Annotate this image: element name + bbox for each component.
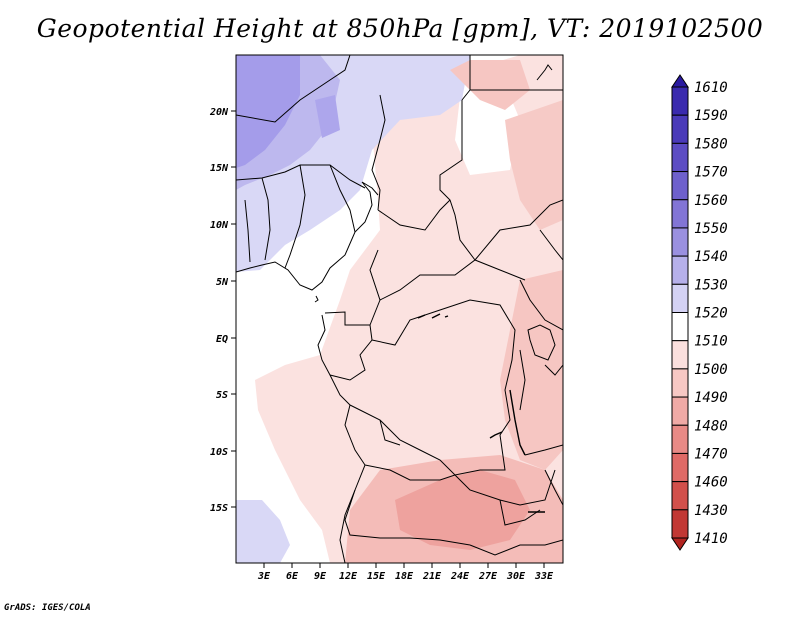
colorbar-segment <box>671 368 689 398</box>
lon-tick-labels: 3E 6E 9E 12E 15E 18E 21E 24E 27E 30E 33E <box>257 571 554 582</box>
coastline-gabon <box>317 314 351 406</box>
colorbar-label: 1560 <box>694 193 728 209</box>
footer-credit: GrADS: IGES/COLA <box>4 603 91 613</box>
field-1490-northeast <box>505 100 563 230</box>
colorbar-label: 1410 <box>694 531 728 547</box>
colorbar-label: 1430 <box>694 503 728 519</box>
lat-axis <box>231 110 236 508</box>
field-1490-east <box>500 270 563 470</box>
colorbar-label: 1460 <box>694 475 728 491</box>
colorbar-segment <box>671 481 689 511</box>
lon-label-9e: 9E <box>314 571 327 582</box>
coastline-south <box>339 404 366 563</box>
colorbar-segment <box>671 452 689 483</box>
colorbar-segment <box>671 86 689 116</box>
country-borders <box>236 55 563 563</box>
colorbar-label: 1510 <box>694 334 728 350</box>
colorbar-label: 1590 <box>694 108 728 124</box>
lon-label-24e: 24E <box>450 571 470 582</box>
colorbar-segment <box>671 227 689 257</box>
lon-label-33e: 33E <box>534 571 554 582</box>
colorbar-label: 1470 <box>694 446 728 462</box>
lat-label-5n: 5N <box>216 277 229 288</box>
lon-label-15e: 15E <box>367 571 386 582</box>
lon-label-3e: 3E <box>257 571 271 582</box>
lat-tick-labels: 20N 15N 10N 5N EQ 5S 10S 15S <box>209 107 229 514</box>
lon-label-30e: 30E <box>506 571 526 582</box>
lat-label-20n: 20N <box>209 107 229 118</box>
coastline <box>236 181 379 291</box>
colorbar-segment <box>671 424 689 454</box>
colorbar-top-arrow <box>671 74 689 88</box>
colorbar-segment <box>671 312 689 342</box>
lon-label-27e: 27E <box>478 571 498 582</box>
colorbar-segment <box>671 283 689 313</box>
colorbar-segment <box>671 396 689 426</box>
colorbar-label: 1500 <box>694 362 728 378</box>
colorbar-label: 1540 <box>694 249 728 265</box>
colorbar-segment <box>671 255 689 285</box>
lat-label-10n: 10N <box>210 220 229 231</box>
colorbar-label: 1570 <box>694 165 728 181</box>
map-title: Geopotential Height at 850hPa [gpm], VT:… <box>36 14 764 43</box>
lat-label-15s: 15S <box>210 503 228 514</box>
colorbar-segment <box>671 114 689 144</box>
lat-label-5s: 5S <box>216 390 228 401</box>
map-frame <box>235 54 564 564</box>
lon-label-21e: 21E <box>422 571 442 582</box>
colorbar-segment <box>671 199 689 229</box>
lat-label-eq: EQ <box>216 334 228 345</box>
lon-label-6e: 6E <box>286 571 299 582</box>
lon-axis <box>263 563 545 568</box>
field-1520-sw-ocean <box>236 500 290 563</box>
field-1540-region <box>236 55 300 168</box>
colorbar-segment <box>671 142 689 173</box>
colorbar-label: 1490 <box>694 390 728 406</box>
lat-label-10s: 10S <box>210 447 228 458</box>
colorbar-label: 1580 <box>694 136 728 152</box>
colorbar-label: 1480 <box>694 418 728 434</box>
colorbar-label: 1550 <box>694 221 728 237</box>
colorbar-segment <box>671 340 689 370</box>
field-1480-south <box>395 470 530 550</box>
lat-label-15n: 15N <box>210 163 229 174</box>
colorbar-segment <box>671 509 689 539</box>
lon-label-12e: 12E <box>339 571 358 582</box>
field-1500-region <box>255 55 563 563</box>
colorbar-label: 1520 <box>694 306 728 322</box>
colorbar-bottom-arrow <box>671 537 689 551</box>
colorbar-label: 1610 <box>694 80 728 96</box>
colorbar <box>671 74 689 551</box>
lon-label-18e: 18E <box>395 571 414 582</box>
colorbar-labels: 1610 1590 1580 1570 1560 1550 1540 1530 1520 1510… <box>694 80 728 547</box>
colorbar-segment <box>671 171 689 201</box>
field-1540-patch <box>315 95 340 138</box>
colorbar-label: 1530 <box>694 277 728 293</box>
map-plot-area <box>236 55 563 563</box>
